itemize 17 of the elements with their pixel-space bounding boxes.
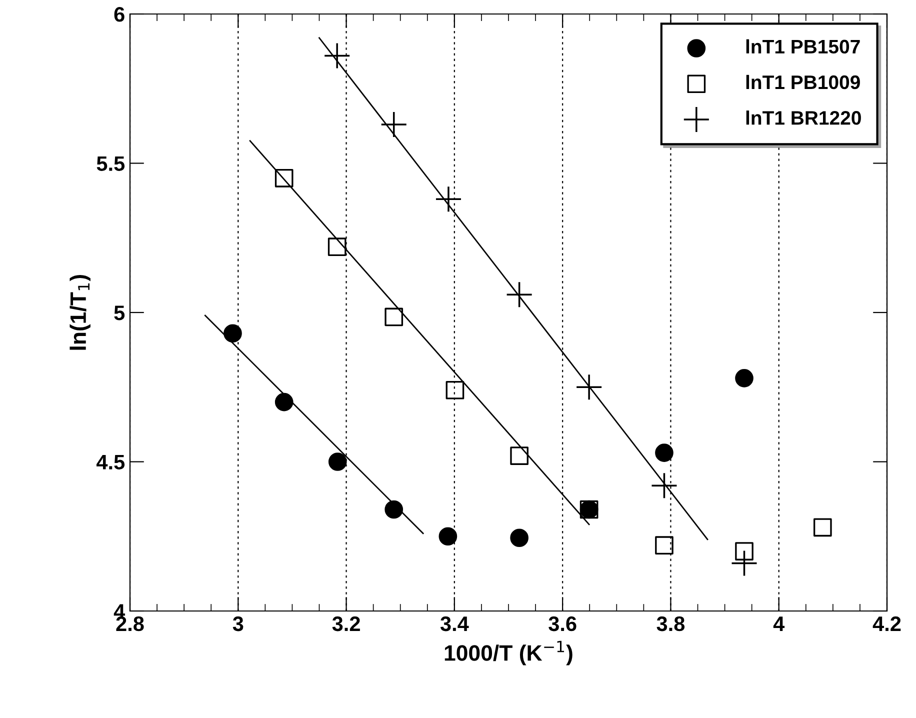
x-tick-label: 3 (232, 616, 244, 632)
y-tick-label: 4.5 (96, 454, 125, 470)
x-tick-label: 3.6 (548, 616, 576, 632)
x-tick-label: 3.4 (440, 616, 469, 632)
x-tick-label: 4 (773, 616, 785, 631)
legend-label: lnT1 PB1507 (746, 39, 860, 54)
y-tick-label: 5.5 (96, 156, 125, 172)
x-tick-label: 3.2 (332, 616, 360, 632)
y-axis-title: ln(1/T$_{1}$) (70, 275, 90, 350)
legend-label: lnT1 BR1220 (746, 110, 861, 125)
x-tick-label: 4.2 (872, 616, 901, 631)
x-axis-title: 1000/T (K$^{−1}$) (444, 640, 572, 666)
x-tick-label: 3.8 (656, 616, 685, 632)
y-tick-label: 6 (114, 7, 124, 22)
y-tick-label: 5 (114, 306, 125, 320)
x-tick-label: 2.8 (116, 616, 144, 632)
legend-label: lnT1 PB1009 (746, 74, 860, 90)
